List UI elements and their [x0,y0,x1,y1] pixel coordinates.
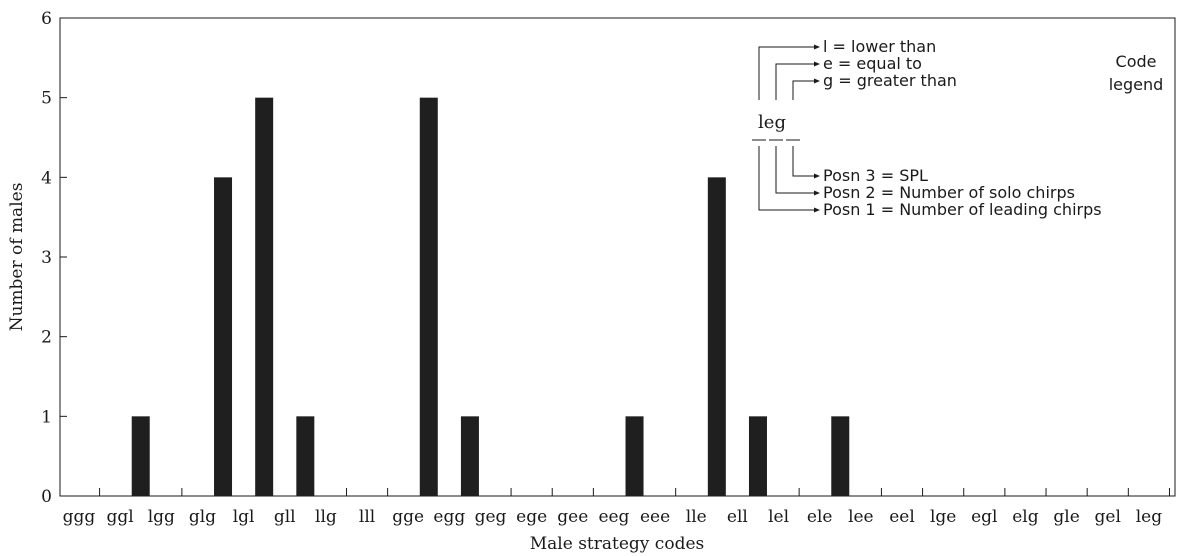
x-tick-label: egl [971,507,997,527]
x-tick-label: eeg [598,507,629,527]
legend-meaning-greater: g = greater than [823,71,957,90]
x-tick-label: gel [1095,507,1121,527]
x-tick-label: gle [1053,507,1079,527]
y-tick-label: 2 [41,328,52,348]
x-tick-label: lgg [148,507,175,527]
y-tick-label: 5 [41,89,52,109]
legend-position-3: Posn 3 = SPL [823,166,928,185]
y-tick-label: 6 [41,9,52,29]
x-tick-label: ege [516,507,547,527]
x-tick-label: lgl [233,507,255,527]
bars [131,97,850,497]
x-tick-label: geg [475,507,507,527]
x-tick-label: lee [848,507,874,527]
x-axis: ggg ggl lgg glg lgl gll llg lll gge egg geg ege gee e… [63,488,1170,527]
bar-gll [296,416,315,496]
legend-example-code: leg [758,112,786,133]
bar-lle [707,177,726,497]
bar-glg [214,177,233,497]
x-tick-label: leg [1136,507,1162,527]
legend-title-line2: legend [1109,75,1164,94]
legend-meaning-lower: l = lower than [823,37,936,56]
x-tick-label: lge [930,507,956,527]
bar-lgl [255,97,274,497]
y-axis: 0 1 2 3 4 5 6 [41,9,67,507]
y-tick-label: 3 [41,248,52,268]
x-tick-label: gll [274,507,296,527]
x-tick-label: lll [359,507,375,527]
x-axis-title: Male strategy codes [530,534,704,554]
bar-ele [831,416,850,496]
x-tick-label: ele [807,507,833,527]
x-tick-label: eee [640,507,670,527]
x-tick-label: gge [392,507,424,527]
y-tick-label: 0 [41,487,52,507]
x-tick-label: ggl [107,507,134,527]
y-tick-label: 1 [41,407,52,427]
legend-position-2: Posn 2 = Number of solo chirps [823,183,1075,202]
bar-gge [419,97,438,497]
x-tick-label: llg [315,507,337,527]
bar-eeg [625,416,644,496]
code-legend: Code legend leg l = lower than e = equal… [752,37,1163,219]
x-tick-label: eel [889,507,915,527]
x-tick-label: elg [1012,507,1038,527]
legend-meaning-equal: e = equal to [823,54,922,73]
y-axis-title: Number of males [7,183,27,332]
legend-title-line1: Code [1116,52,1157,71]
x-tick-label: ell [727,507,748,527]
x-tick-label: egg [433,507,465,527]
x-tick-label: ggg [63,507,96,527]
y-tick-label: 4 [41,168,52,188]
x-tick-label: lle [686,507,707,527]
legend-position-1: Posn 1 = Number of leading chirps [823,200,1102,219]
bar-egg [460,416,479,496]
x-tick-label: lel [768,507,789,527]
x-tick-label: glg [189,507,216,527]
x-tick-label: gee [557,507,588,527]
bar-ell [748,416,767,496]
bar-ggl [131,416,150,496]
